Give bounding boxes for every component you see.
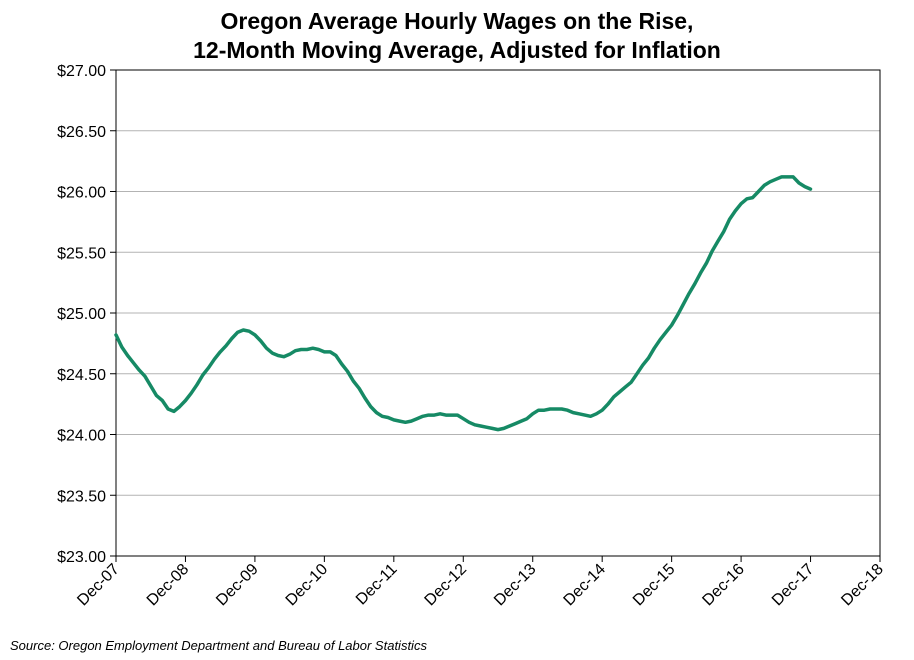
x-tick-label: Dec-14 (561, 561, 610, 610)
x-tick-label: Dec-13 (491, 561, 540, 610)
x-tick-label: Dec-08 (144, 561, 193, 610)
y-tick-label: $26.50 (57, 124, 106, 141)
x-tick-label: Dec-16 (699, 561, 748, 610)
y-tick-label: $24.50 (57, 367, 106, 384)
y-tick-label: $24.00 (57, 428, 106, 445)
x-tick-label: Dec-10 (283, 561, 332, 610)
source-note: Source: Oregon Employment Department and… (10, 638, 427, 653)
gridlines (116, 130, 880, 496)
axes: $23.00 $23.50 $24.00 $24.50 $25.00 $25.50 $26.… (57, 63, 887, 609)
series-line (114, 175, 813, 432)
x-tick-label: Dec-12 (422, 561, 471, 610)
chart-subtitle: 12-Month Moving Average, Adjusted for In… (193, 37, 721, 63)
y-tick-label: $25.00 (57, 306, 106, 323)
x-tick-label: Dec-07 (74, 561, 123, 610)
y-tick-label: $25.50 (57, 245, 106, 262)
chart-title: Oregon Average Hourly Wages on the Rise, (220, 8, 694, 34)
x-tick-label: Dec-11 (353, 561, 401, 609)
y-tick-label: $26.00 (57, 185, 106, 202)
series-group (114, 175, 813, 432)
x-tick-label: Dec-18 (838, 561, 887, 610)
y-tick-label: $23.50 (57, 488, 106, 505)
x-tick-label: Dec-09 (213, 561, 262, 610)
y-tick-label: $27.00 (57, 63, 106, 80)
x-tick-label: Dec-15 (630, 561, 679, 610)
x-tick-label: Dec-17 (769, 561, 818, 610)
y-tick-label: $23.00 (57, 549, 106, 566)
